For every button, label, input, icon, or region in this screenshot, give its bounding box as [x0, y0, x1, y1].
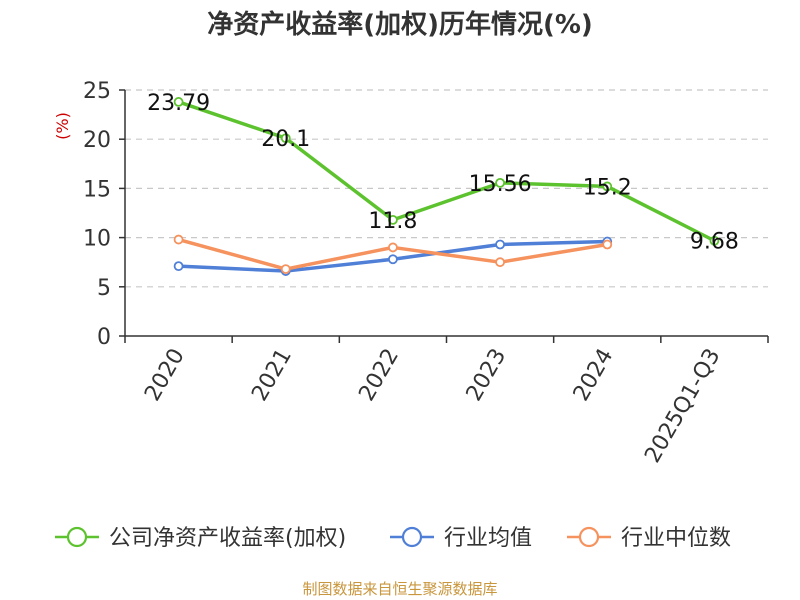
x-tick-label: 2022: [354, 345, 404, 406]
data-point: [602, 239, 613, 250]
series-line: [178, 100, 716, 243]
data-point: [388, 242, 398, 253]
y-tick-label: 10: [83, 227, 111, 252]
data-label: 15.2: [583, 175, 632, 200]
data-labels: 23.79 20.1 11.8 15.56 15.2 9.68: [147, 91, 739, 255]
y-tick-label: 5: [97, 276, 111, 301]
legend-swatch-marker: [578, 526, 600, 548]
data-point: [495, 177, 505, 188]
legend-label: 行业中位数: [621, 526, 731, 551]
legend-swatch-marker: [401, 526, 423, 548]
grid-lines: [125, 89, 768, 288]
chart-title: 净资产收益率(加权)历年情况(%): [207, 9, 593, 40]
x-tick-label: 2023: [462, 345, 512, 406]
x-tick-label: 2020: [140, 345, 190, 406]
x-tick-label: 2024: [569, 345, 619, 406]
data-point: [602, 181, 613, 192]
x-tick-label: 2021: [247, 345, 297, 406]
data-point: [388, 214, 398, 225]
legend-label: 公司净资产收益率(加权): [109, 526, 346, 551]
y-tick-label: 15: [83, 177, 111, 202]
data-point: [173, 261, 184, 272]
data-point: [388, 254, 398, 265]
source-note: 制图数据来自恒生聚源数据库: [302, 580, 497, 598]
data-label: 9.68: [690, 230, 739, 255]
series-layer: [173, 97, 720, 276]
data-point: [173, 234, 184, 245]
data-point: [280, 264, 291, 274]
data-label: 11.8: [368, 209, 417, 234]
legend-swatch-marker: [66, 526, 88, 548]
y-tick-label: 20: [83, 128, 111, 153]
y-tick-label: 0: [97, 325, 111, 350]
data-point: [173, 97, 184, 107]
y-axis-label: (%): [53, 112, 72, 140]
data-point: [280, 133, 291, 144]
data-point: [495, 257, 505, 268]
x-tick-label: 2025Q1-Q3: [640, 345, 725, 468]
data-point: [495, 239, 505, 250]
legend: 公司净资产收益率(加权) 行业均值 行业中位数: [55, 526, 731, 551]
axes: 0 5 10 15 20 25 2020 2021 2022 2023 2024 2025Q1-Q3: [83, 79, 769, 468]
data-label: 23.79: [147, 91, 210, 116]
data-label: 20.1: [261, 127, 310, 152]
y-tick-label: 25: [83, 79, 111, 104]
legend-label: 行业均值: [444, 526, 532, 551]
data-point: [709, 235, 720, 246]
data-label: 15.56: [469, 172, 532, 197]
